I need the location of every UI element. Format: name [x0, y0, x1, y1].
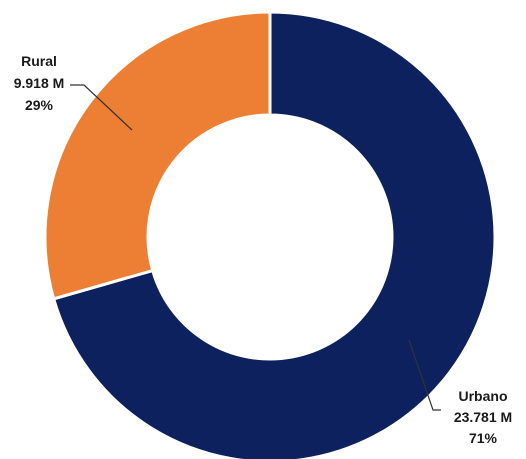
leader-lines-group	[70, 84, 441, 411]
label-urbano-value: 23.781 M	[454, 409, 512, 425]
label-urbano-name: Urbano	[459, 388, 508, 404]
leader-line-urbano	[408, 339, 441, 411]
label-rural-value: 9.918 M	[14, 75, 65, 91]
slices-group	[43, 10, 497, 459]
label-rural-percent: 29%	[25, 97, 54, 113]
label-urbano-percent: 71%	[469, 430, 498, 446]
slice-rural	[43, 10, 272, 301]
leader-line-rural	[70, 84, 133, 131]
label-rural-name: Rural	[21, 53, 57, 69]
slice-urbano	[51, 10, 497, 459]
